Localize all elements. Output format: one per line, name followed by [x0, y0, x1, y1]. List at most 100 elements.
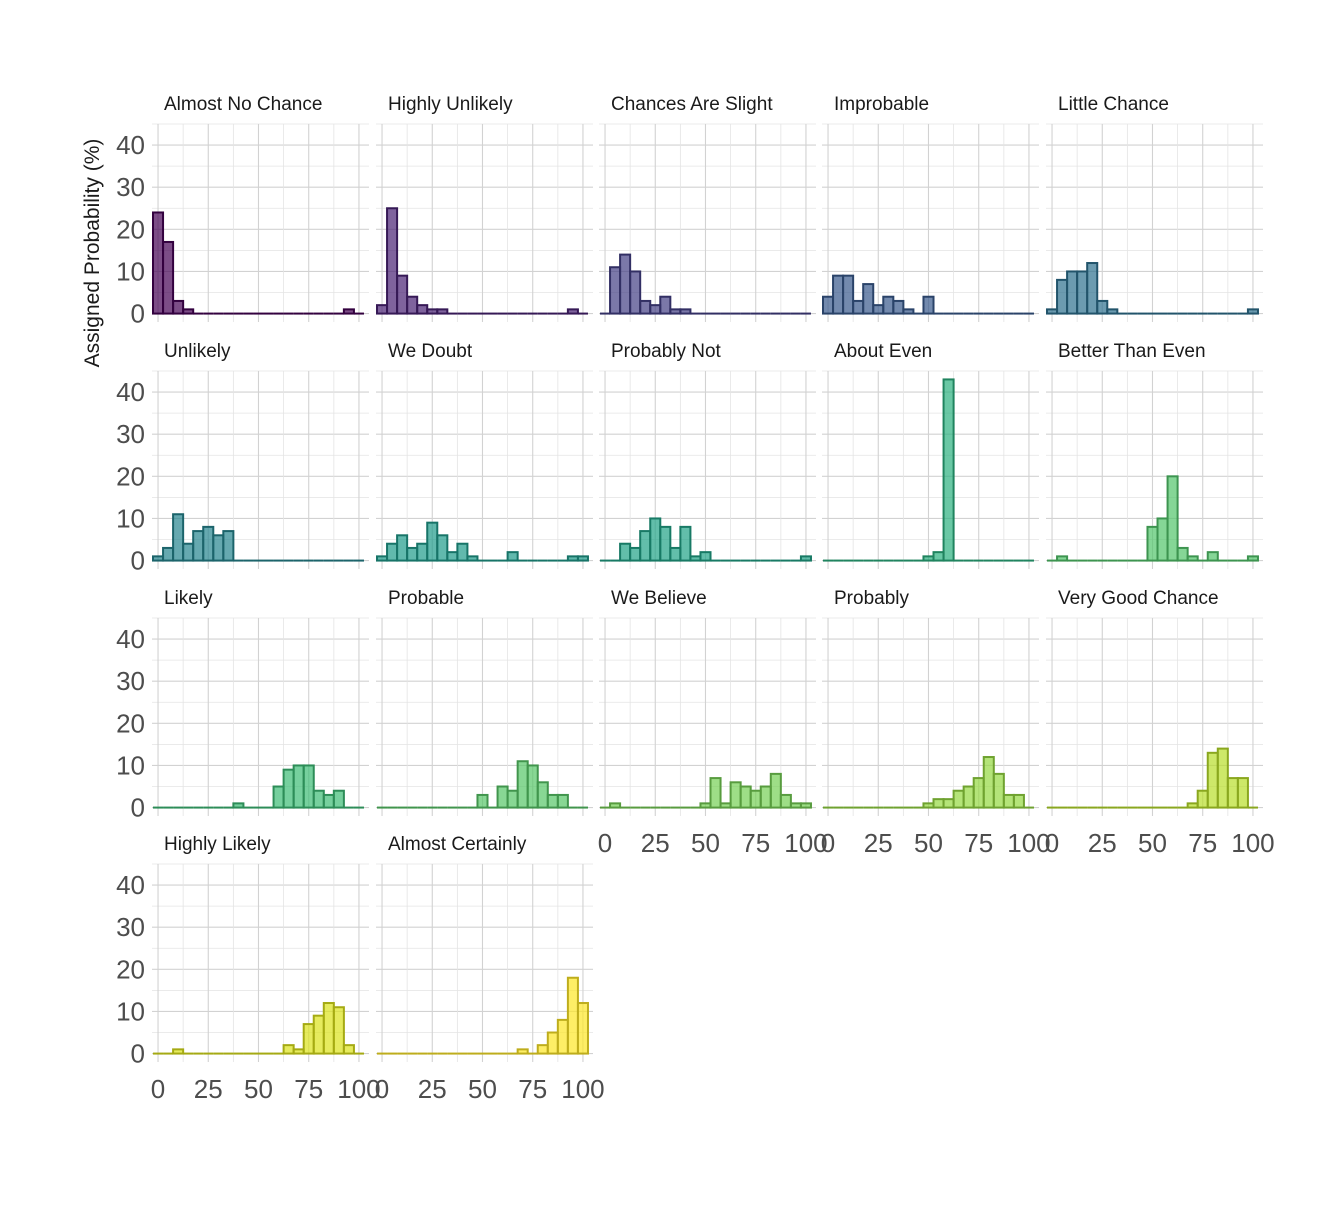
histogram-bar [832, 274, 845, 315]
histogram-bar [182, 308, 195, 315]
x-tick-label: 50 [468, 1074, 497, 1104]
x-tick-label: 0 [821, 828, 835, 858]
x-tick-label: 50 [914, 828, 943, 858]
facet-bars [1047, 747, 1258, 809]
facet-bars [600, 772, 812, 809]
facet-title: Likely [164, 588, 213, 609]
panel-grid [822, 123, 1039, 322]
histogram-bar [1056, 555, 1069, 562]
histogram-bar [526, 764, 539, 809]
histogram-bar [942, 798, 955, 809]
x-tick-label: 100 [1231, 828, 1274, 858]
histogram-bar [332, 1006, 345, 1055]
histogram-bar [192, 530, 205, 562]
facet-bars [376, 521, 589, 562]
histogram-bar [376, 555, 389, 562]
panel-grid [376, 617, 593, 816]
histogram-bar [639, 299, 652, 315]
x-tick-label: 100 [1007, 828, 1050, 858]
facet-title: Almost Certainly [388, 834, 527, 855]
y-tick-label: 0 [131, 1039, 145, 1069]
histogram-bar [679, 525, 692, 562]
facet-bars [152, 211, 364, 315]
histogram-bar [699, 802, 712, 809]
histogram-bar [1216, 747, 1229, 809]
histogram-bar [1186, 555, 1199, 562]
histogram-bar [232, 802, 245, 809]
facet-title: Almost No Chance [164, 94, 322, 115]
facet-bars [377, 760, 588, 809]
y-tick-label: 30 [116, 172, 145, 202]
y-tick-label: 30 [116, 912, 145, 942]
y-tick-label: 30 [116, 419, 145, 449]
histogram-bar [1186, 802, 1199, 809]
y-tick-label: 20 [116, 708, 145, 738]
histogram-bar [1046, 308, 1059, 315]
facet-bars [600, 517, 812, 562]
x-tick-label: 75 [741, 828, 770, 858]
facet-title: Little Chance [1058, 94, 1169, 115]
histogram-bar [1096, 299, 1109, 315]
y-tick-label: 40 [116, 624, 145, 654]
histogram-bar [709, 777, 722, 809]
histogram-bar [649, 517, 662, 562]
histogram-bar [292, 764, 305, 809]
histogram-bar [426, 521, 439, 562]
facet-bars [1047, 475, 1259, 562]
y-tick-label: 10 [116, 256, 145, 286]
histogram-bar [212, 534, 225, 562]
histogram-bar [992, 772, 1005, 809]
histogram-bar [619, 542, 632, 562]
histogram-bar [406, 546, 419, 562]
x-tick-label: 75 [964, 828, 993, 858]
histogram-bar [769, 772, 782, 809]
y-tick-label: 10 [116, 996, 145, 1026]
histogram-bar [222, 530, 235, 562]
histogram-bar [842, 274, 855, 315]
histogram-bar [862, 283, 875, 315]
x-tick-label: 75 [518, 1074, 547, 1104]
facet-title: Highly Likely [164, 834, 271, 855]
histogram-bar [619, 253, 632, 315]
histogram-bar [952, 789, 965, 809]
histogram-bar [852, 299, 865, 315]
panel-grid [152, 370, 369, 569]
y-tick-label: 10 [116, 503, 145, 533]
facet-title: Unlikely [164, 341, 231, 362]
x-tick-label: 75 [1188, 828, 1217, 858]
y-tick-label: 40 [116, 870, 145, 900]
histogram-bar [292, 1048, 305, 1055]
histogram-bar [669, 308, 682, 315]
x-tick-label: 75 [294, 1074, 323, 1104]
histogram-bar [576, 1002, 589, 1055]
x-tick-label: 50 [1138, 828, 1167, 858]
histogram-bar [679, 308, 692, 315]
histogram-bar [699, 551, 712, 562]
histogram-bar [932, 551, 945, 562]
facet-title: We Believe [611, 588, 707, 609]
x-tick-label: 0 [1045, 828, 1059, 858]
x-tick-label: 25 [418, 1074, 447, 1104]
histogram-bar [922, 802, 935, 809]
facet-bars [377, 976, 589, 1055]
x-tick-label: 100 [784, 828, 827, 858]
histogram-bar [799, 802, 812, 809]
y-tick-label: 40 [116, 130, 145, 160]
facet-bars [1046, 262, 1259, 315]
facet-bars [152, 513, 364, 562]
histogram-bar [689, 555, 702, 562]
histogram-bar [322, 793, 335, 809]
facet-title: Very Good Chance [1058, 588, 1219, 609]
histogram-bar [516, 1048, 529, 1055]
histogram-bar [556, 793, 569, 809]
histogram-bar [1166, 475, 1179, 562]
histogram-bar [962, 785, 975, 809]
facet-bars [153, 1002, 364, 1055]
histogram-bar [882, 295, 895, 315]
histogram-bar [669, 546, 682, 562]
histogram-bar [729, 781, 742, 809]
panel-grid [822, 617, 1039, 816]
histogram-bar [446, 551, 459, 562]
facet-title: Probably Not [611, 341, 722, 362]
